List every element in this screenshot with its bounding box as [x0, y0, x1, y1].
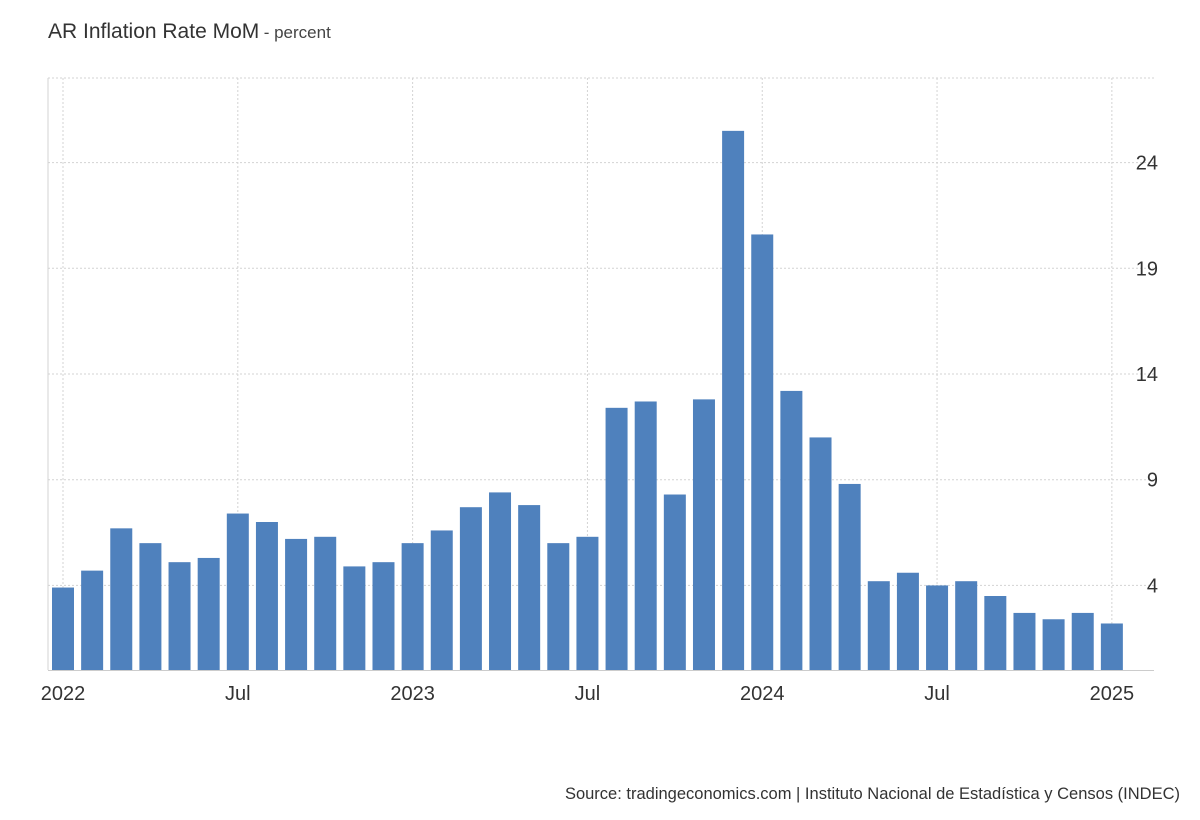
bar: [1100, 623, 1123, 670]
bar: [139, 543, 162, 670]
bar: [401, 543, 424, 670]
bar: [896, 572, 919, 670]
x-tick-label: 2023: [390, 683, 435, 705]
x-tick-label: 2024: [740, 683, 785, 705]
bar: [459, 507, 482, 670]
bar: [52, 587, 74, 670]
bar: [634, 401, 657, 670]
y-tick-label: 4: [1147, 575, 1158, 597]
bar: [168, 562, 191, 670]
x-tick-label: 2022: [41, 683, 86, 705]
bar: [197, 557, 220, 670]
bar: [314, 536, 337, 670]
bar: [372, 562, 395, 670]
x-tick-label: Jul: [575, 683, 601, 705]
bar: [547, 543, 570, 670]
bar: [722, 130, 745, 670]
chart-title-block: AR Inflation Rate MoM - percent: [48, 20, 331, 44]
chart-title: AR Inflation Rate MoM: [48, 20, 260, 43]
bar: [518, 505, 541, 670]
bar: [663, 494, 686, 670]
y-tick-label: 19: [1136, 258, 1158, 280]
y-tick-label: 14: [1136, 364, 1158, 386]
chart-unit: - percent: [263, 23, 331, 42]
bar: [285, 538, 308, 670]
bar: [226, 513, 249, 670]
x-tick-label: 2025: [1090, 683, 1135, 705]
bar: [1042, 619, 1065, 670]
x-tick-label: Jul: [924, 683, 950, 705]
bar: [1013, 612, 1036, 670]
bar: [81, 570, 104, 670]
bar: [110, 528, 133, 670]
bar: [867, 581, 890, 670]
bar: [780, 390, 803, 670]
bar: [605, 407, 628, 670]
y-tick-label: 9: [1147, 470, 1158, 492]
bar: [809, 437, 832, 670]
bar: [255, 522, 278, 670]
bar: [955, 581, 978, 670]
inflation-bar-chart: 4 9 14 19 24 2022 Jul 2023 Jul 2024 Jul 2025: [41, 77, 1158, 705]
bar: [838, 483, 861, 670]
bar: [692, 399, 715, 670]
x-tick-label: Jul: [225, 683, 251, 705]
bar: [1071, 612, 1094, 670]
source-note: Source: tradingeconomics.com | Instituto…: [564, 785, 1180, 803]
y-tick-label: 24: [1136, 153, 1158, 175]
bar: [751, 234, 774, 670]
bar: [984, 596, 1007, 670]
bar: [926, 585, 949, 670]
bar: [343, 566, 366, 670]
bar: [430, 530, 453, 670]
bar: [489, 492, 512, 670]
bar: [576, 536, 599, 670]
